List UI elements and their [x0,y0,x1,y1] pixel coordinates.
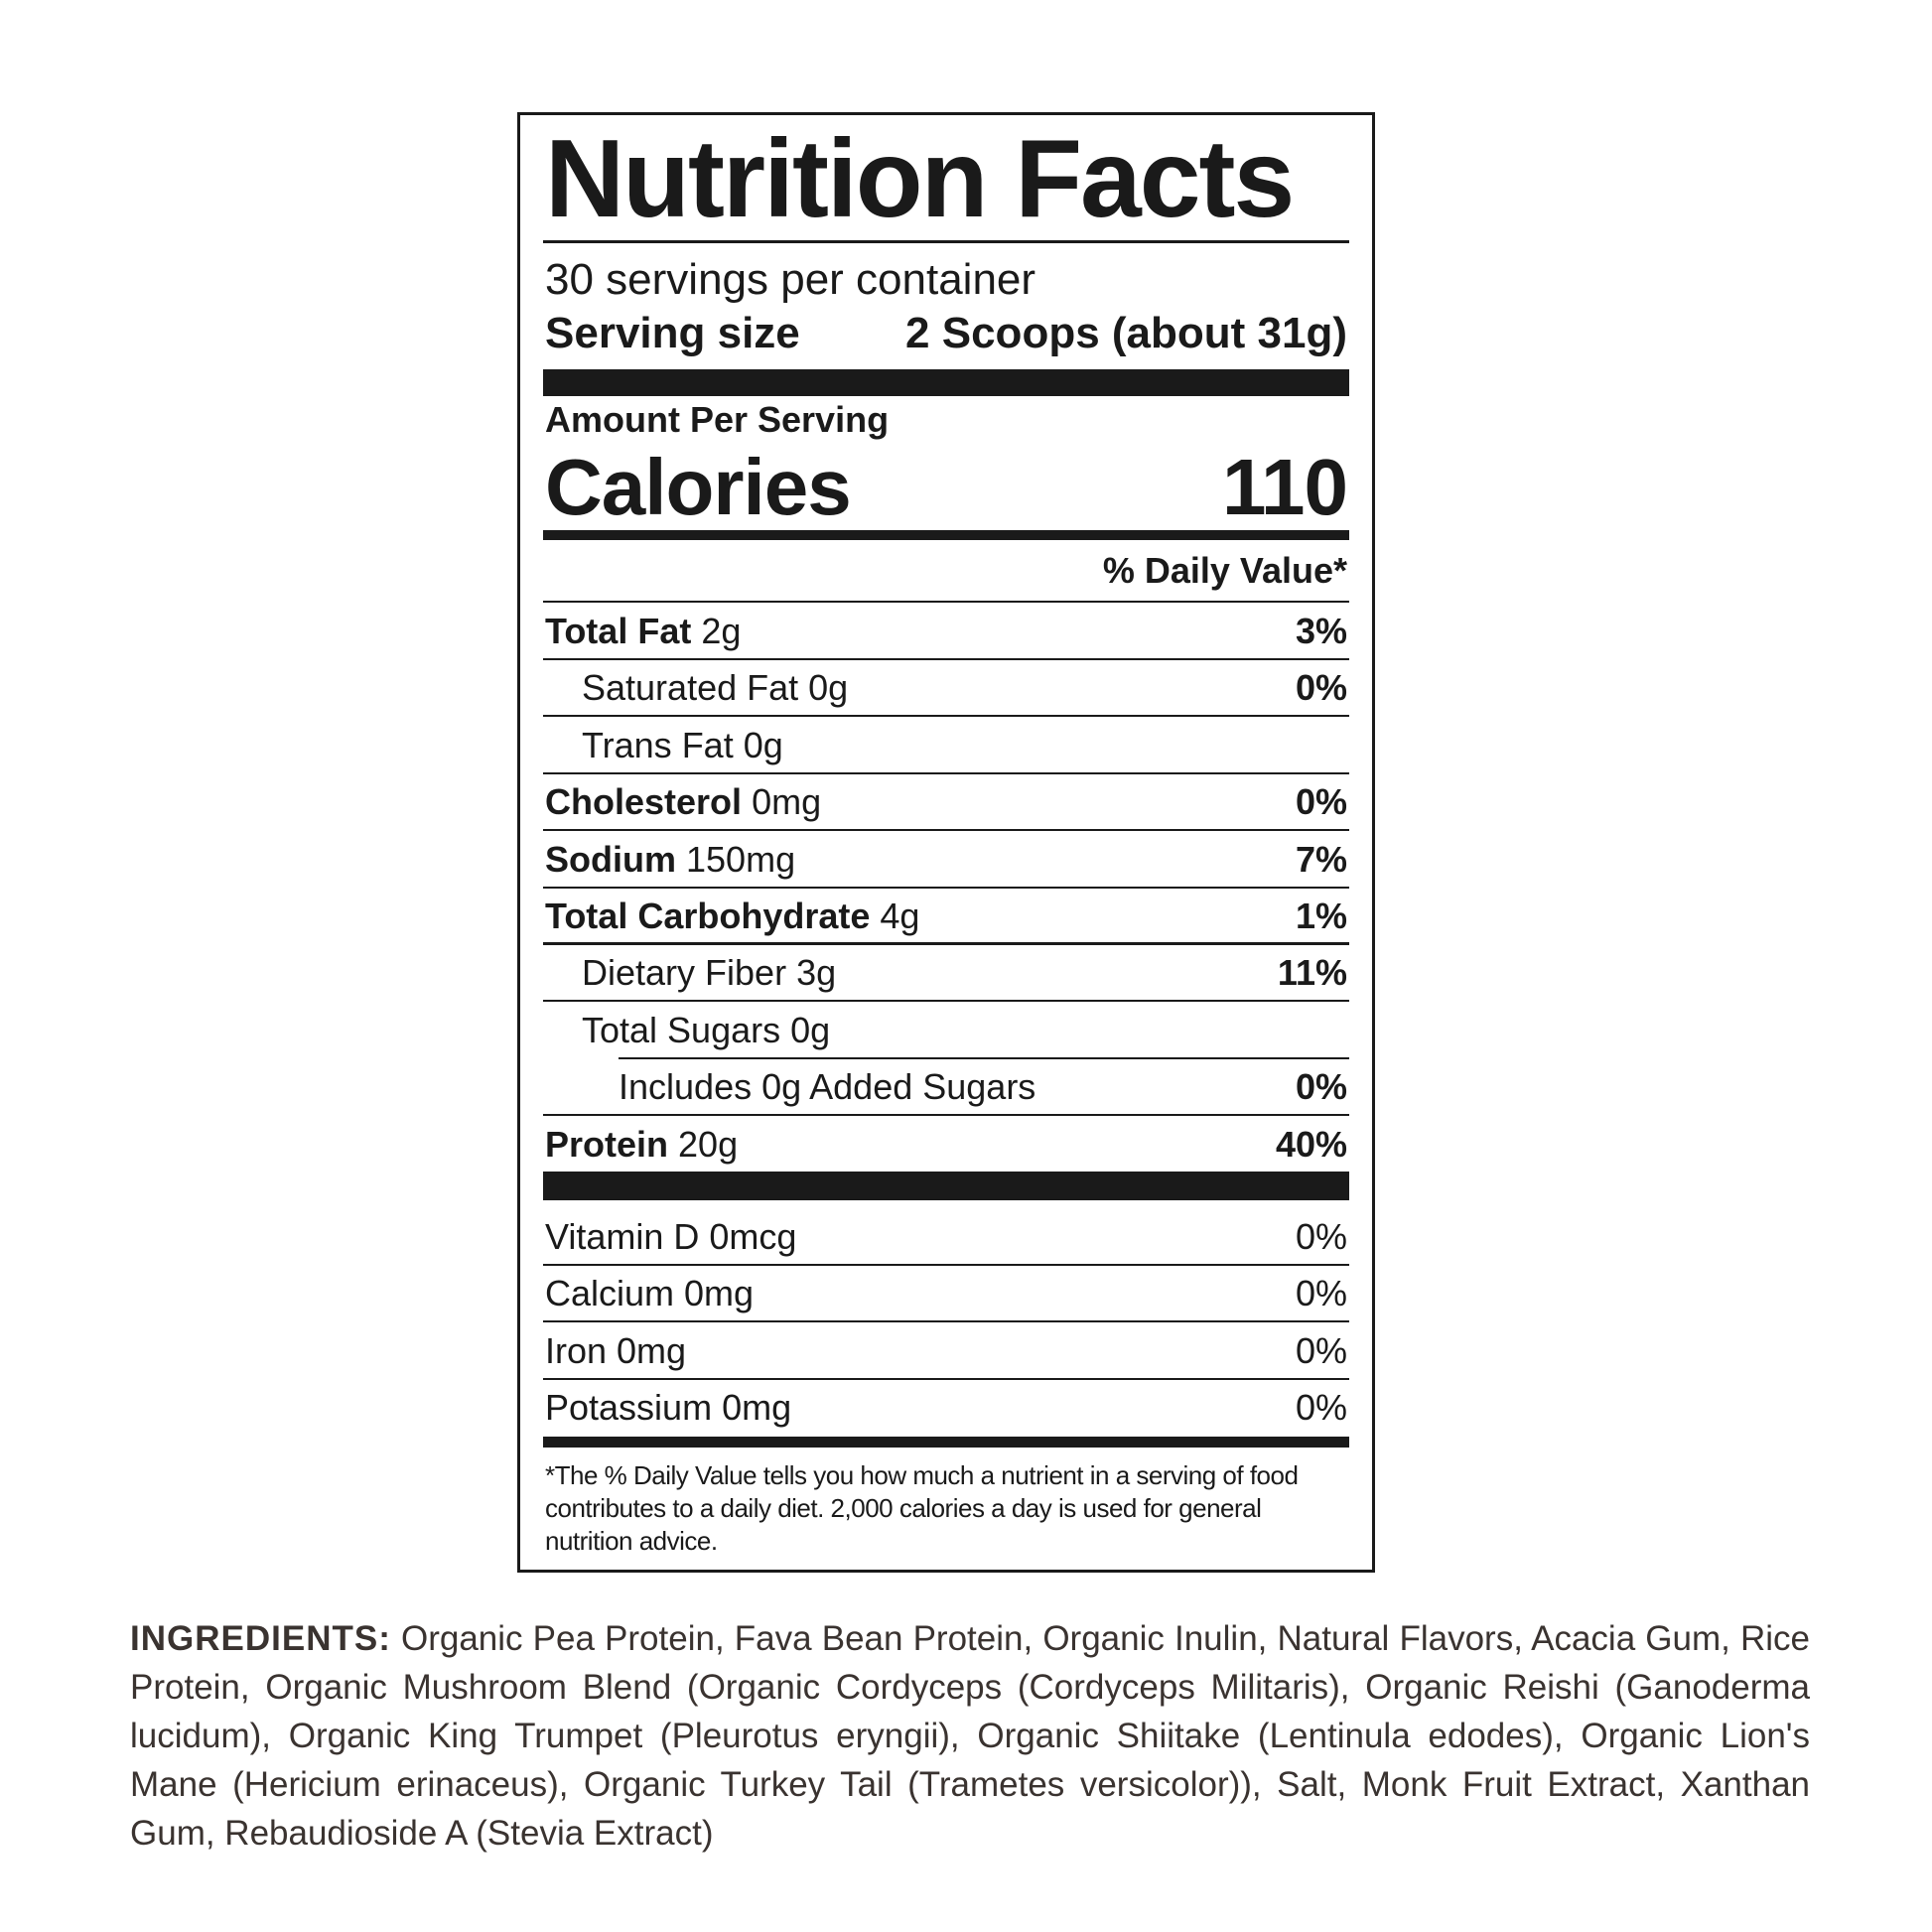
nutrient-daily-value: 11% [1277,952,1347,994]
row-divider [543,886,1349,889]
row-divider [619,1056,1349,1059]
nutrient-amount: 2g [701,611,742,651]
nutrient-label: Dietary Fiber 3g [545,944,836,1001]
amount-per-serving: Amount Per Serving [545,399,890,440]
nutrient-amount: 150mg [686,838,796,880]
nutrient-label: Cholesterol 0mg [545,773,821,830]
nutrient-daily-value: 3% [1295,611,1347,651]
nutrient-row: Total Carbohydrate 4g 1% [543,888,1349,945]
nutrient-amount: 0g [808,667,849,709]
nutrient-label: Protein 20g [545,1116,738,1173]
nutrient-daily-value: 0% [1295,1066,1347,1108]
thick-divider [543,1172,1349,1200]
nutrient-daily-value: 40% [1275,1123,1347,1165]
row-divider [543,658,1349,660]
nutrient-label: Trans Fat 0g [545,717,783,773]
footnote: *The % Daily Value tells you how much a … [545,1460,1299,1556]
ingredients-text: Organic Pea Protein, Fava Bean Protein, … [130,1619,1810,1853]
nutrient-row: Trans Fat 0g [543,717,1349,774]
nutrient-label: Total Carbohydrate 4g [545,888,919,944]
nutrient-label: Sodium 150mg [545,831,795,888]
nutrient-amount: 3g [796,952,837,994]
nutrient-label: Total Fat 2g [545,603,741,659]
nutrient-row: Dietary Fiber 3g 11% [543,944,1349,1003]
serving-size-label: Serving size [545,309,800,357]
nutrient-row: Sodium 150mg 7% [543,831,1349,889]
calories-value: 110 [1221,443,1348,531]
label-title: Nutrition Facts [545,117,1295,240]
nutrient-row: Cholesterol 0mg 0% [543,773,1349,832]
medium-divider [543,530,1349,540]
nutrient-name: Sodium [545,838,676,880]
nutrient-daily-value: 1% [1295,896,1347,936]
nutrient-amount: 0mg [752,781,822,823]
nutrient-row: Protein 20g 40% [545,1116,1347,1173]
row-divider [543,942,1349,945]
ingredients-heading: INGREDIENTS: [130,1619,391,1658]
nutrient-row: Total Sugars 0g [545,1002,1349,1059]
row-divider [543,1377,1349,1380]
nutrient-daily-value: 7% [1295,838,1347,880]
daily-value-header: % Daily Value* [1102,550,1347,591]
vitamin-label: Potassium 0mg [545,1387,792,1429]
nutrient-name: Total Sugars [582,1009,781,1050]
vitamin-row: Iron 0mg 0% [543,1322,1349,1380]
nutrient-amount: 20g [678,1123,739,1165]
row-divider [543,1264,1349,1266]
nutrient-amount: 4g [880,896,920,936]
nutrient-name: Protein [545,1123,669,1165]
nutrient-amount: 0g [790,1009,831,1050]
nutrient-name: Saturated Fat [582,667,799,709]
vitamin-row: Calcium 0mg 0% [543,1265,1349,1323]
vitamin-daily-value: 0% [1295,1387,1347,1429]
nutrient-row: Includes 0g Added Sugars 0% [543,1058,1349,1117]
row-divider [543,829,1349,832]
nutrient-row: Total Fat 2g 3% [543,603,1349,660]
vitamin-label: Vitamin D 0mcg [545,1216,797,1257]
vitamin-label: Iron 0mg [545,1329,687,1371]
vitamin-daily-value: 0% [1295,1273,1347,1314]
nutrient-label: Total Sugars 0g [545,1002,830,1058]
vitamin-daily-value: 0% [1295,1216,1347,1257]
vitamin-daily-value: 0% [1295,1329,1347,1371]
thick-divider [543,369,1349,396]
serving-size: Serving size 2 Scoops (about 31g) [545,306,1347,361]
vitamin-row: Vitamin D 0mcg 0% [543,1208,1349,1266]
nutrient-daily-value: 0% [1295,667,1347,709]
row-divider [543,1114,1349,1117]
row-divider [543,715,1349,718]
medium-divider [543,1437,1349,1448]
servings-per-container: 30 servings per container [545,255,1036,304]
nutrient-name: Cholesterol [545,781,743,823]
serving-size-value: 2 Scoops (about 31g) [905,309,1347,357]
calories-row: Calories 110 [545,443,1348,532]
row-divider [543,1320,1349,1323]
calories-label: Calories [545,443,852,531]
divider [543,240,1349,243]
row-divider [543,1000,1349,1003]
nutrient-amount: 0g [743,724,783,765]
nutrient-name: Total Fat [545,611,692,651]
nutrient-name: Dietary Fiber [582,952,787,994]
vitamin-row: Potassium 0mg 0% [545,1379,1347,1436]
nutrient-name: Trans Fat [582,724,734,765]
divider [543,601,1349,603]
nutrient-label: Includes 0g Added Sugars [545,1058,1035,1115]
nutrient-row: Saturated Fat 0g 0% [543,659,1349,718]
nutrient-name: Includes 0g Added Sugars [619,1066,1036,1108]
row-divider [543,771,1349,774]
nutrient-label: Saturated Fat 0g [545,659,848,716]
nutrient-name: Total Carbohydrate [545,896,871,936]
nutrient-daily-value: 0% [1295,781,1347,823]
nutrition-facts-panel [517,112,1375,1573]
ingredients: INGREDIENTS: Organic Pea Protein, Fava B… [130,1614,1810,1858]
vitamin-label: Calcium 0mg [545,1273,755,1314]
